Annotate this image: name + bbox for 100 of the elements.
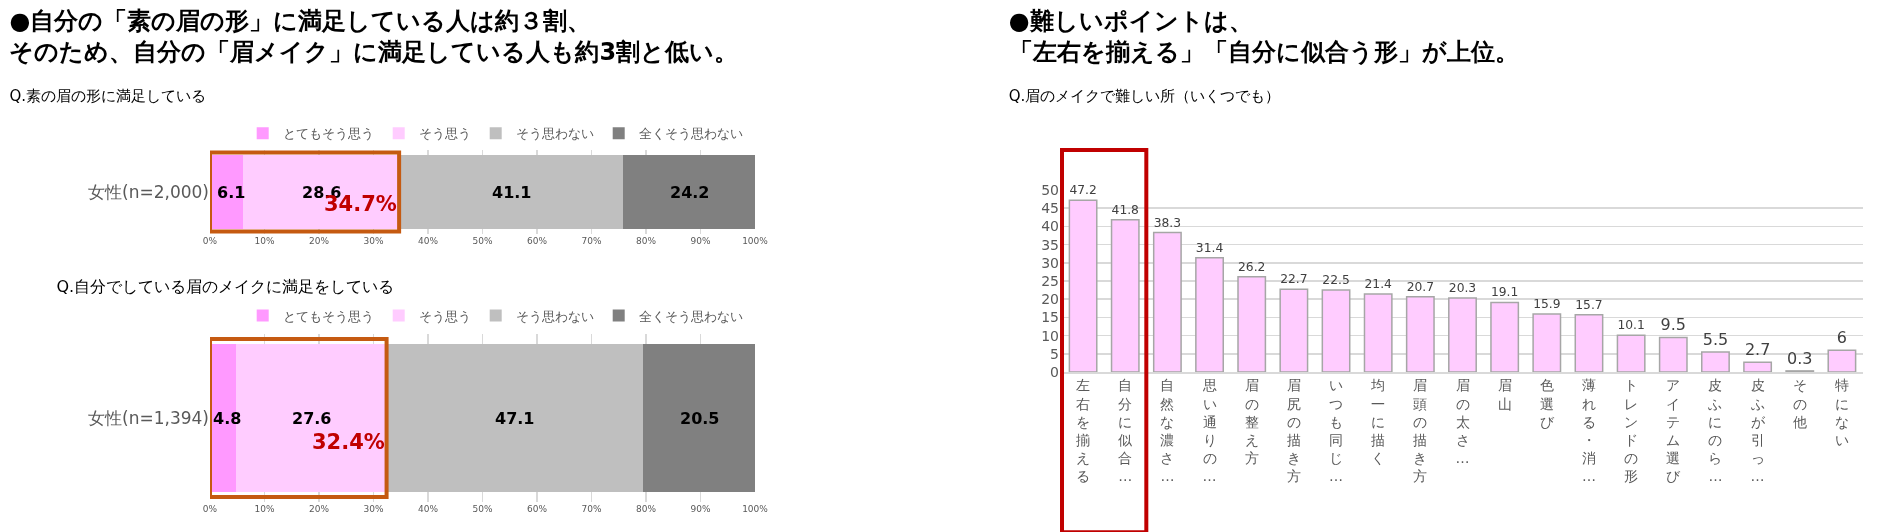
- x-tick-label: 10%: [254, 236, 275, 246]
- x-tick-label: 眉山: [1497, 377, 1512, 412]
- data-label: 20.7: [1406, 279, 1435, 294]
- x-tick-label: 50%: [472, 236, 493, 246]
- bar: [1321, 289, 1351, 372]
- bar: [1363, 293, 1393, 372]
- x-tick-label: 90%: [690, 236, 711, 246]
- x-tick-label: 20%: [308, 236, 330, 246]
- x-tick-label: 左右を揃える: [1076, 377, 1091, 485]
- x-tick-label: いつも同じ…: [1329, 377, 1344, 485]
- bar: [1448, 297, 1477, 372]
- legend-label: とてもそう思う: [282, 126, 374, 142]
- data-label: 5.5: [1702, 329, 1729, 349]
- bar: [1279, 288, 1309, 372]
- x-tick-label: 眉の太さ…: [1455, 377, 1470, 467]
- data-label: 26.2: [1238, 259, 1266, 274]
- data-label: 22.7: [1280, 272, 1308, 287]
- data-label: 21.4: [1364, 277, 1393, 292]
- x-tick-label: 40%: [417, 236, 439, 246]
- x-tick-label: 眉の整え方: [1244, 377, 1259, 467]
- x-tick-label: その他: [1792, 377, 1807, 430]
- x-tick-label: 90%: [690, 504, 711, 514]
- bar: [1110, 219, 1140, 372]
- bar: [1658, 336, 1688, 372]
- x-tick-label: 60%: [526, 236, 548, 246]
- legend-label: 全くそう思わない: [638, 126, 743, 142]
- x-tick-label: 皮ふにのら…: [1707, 377, 1723, 485]
- y-tick-label: 20: [1041, 291, 1059, 308]
- y-tick-label: 女性(n=2,000): [88, 181, 209, 202]
- annotation: 32.4%: [312, 430, 385, 454]
- bar: [1237, 275, 1267, 372]
- data-label: 4.8: [213, 409, 242, 428]
- data-label: 22.5: [1322, 273, 1350, 288]
- y-tick-label: 35: [1041, 236, 1059, 253]
- y-tick-label: 0: [1050, 363, 1059, 380]
- bar: [1701, 351, 1730, 372]
- data-label: 9.5: [1660, 315, 1687, 335]
- x-tick-label: 20%: [308, 504, 330, 514]
- x-tick-label: 色選び: [1539, 377, 1555, 430]
- x-tick-label: 80%: [635, 236, 657, 246]
- x-tick-label: トレンドの形: [1624, 377, 1639, 485]
- data-label: 47.2: [1069, 183, 1097, 198]
- x-tick-label: 特にない: [1834, 377, 1849, 448]
- legend-label: とてもそう思う: [282, 308, 374, 324]
- bar: [1743, 361, 1773, 372]
- x-tick-label: 均一に描く: [1370, 377, 1386, 467]
- x-tick-label: 自分に似合…: [1118, 377, 1133, 485]
- bar: [1532, 313, 1562, 372]
- x-tick-label: 50%: [472, 504, 493, 514]
- x-tick-label: 思い通りの…: [1201, 377, 1217, 485]
- x-tick-label: 10%: [254, 504, 275, 514]
- x-tick-label: 皮ふが引っ…: [1749, 377, 1766, 485]
- y-tick-label: 10: [1041, 327, 1059, 344]
- data-label: 41.8: [1111, 202, 1139, 217]
- data-label: 6.1: [217, 183, 246, 202]
- bar: [1827, 349, 1857, 372]
- chart-title: ●自分の「素の眉の形」に満足している人は約３割、そのため、自分の「眉メイク」に満足している人も約3割と低い。: [9, 6, 739, 66]
- bar: [643, 344, 755, 492]
- data-label: 31.4: [1195, 240, 1224, 255]
- data-label: 10.1: [1617, 318, 1645, 333]
- y-tick-label: 30: [1041, 254, 1059, 271]
- x-tick-label: 自然な濃さ…: [1160, 377, 1175, 485]
- data-label: 6: [1836, 328, 1848, 348]
- x-tick-label: 70%: [581, 236, 602, 246]
- data-label: 15.9: [1533, 297, 1561, 312]
- y-tick-label: 25: [1041, 272, 1059, 289]
- x-tick-label: 眉尻の描き方: [1286, 377, 1301, 485]
- x-tick-label: 80%: [635, 504, 657, 514]
- x-tick-label: 100%: [742, 236, 769, 246]
- x-tick-label: 40%: [417, 504, 439, 514]
- chart-title: ●難しいポイントは、「左右を揃える」「自分に似合う形」が上位。: [1008, 6, 1519, 66]
- x-tick-label: 眉頭の描き方: [1413, 377, 1428, 485]
- x-tick-label: 0%: [202, 236, 218, 246]
- y-tick-label: 40: [1041, 218, 1059, 235]
- bar: [1616, 334, 1646, 372]
- data-label: 27.6: [292, 409, 332, 428]
- bar: [1405, 295, 1435, 372]
- data-label: 47.1: [495, 409, 535, 428]
- x-tick-label: 薄れる・消…: [1581, 377, 1596, 485]
- legend-label: そう思わない: [515, 126, 594, 142]
- bar: [623, 155, 755, 229]
- x-tick-label: 70%: [581, 504, 602, 514]
- x-tick-label: 30%: [363, 504, 384, 514]
- data-label: 24.2: [670, 183, 710, 202]
- data-label: 20.5: [680, 409, 720, 428]
- bar: [1068, 199, 1098, 372]
- data-label: 41.1: [492, 183, 532, 202]
- data-label: 15.7: [1575, 297, 1603, 312]
- legend-label: 全くそう思わない: [638, 308, 743, 324]
- chart-title: Q.自分でしている眉のメイクに満足をしている: [56, 277, 395, 297]
- data-label: 20.3: [1448, 281, 1477, 296]
- data-label: 19.1: [1490, 285, 1519, 300]
- y-tick-label: 15: [1041, 309, 1059, 326]
- legend-label: そう思う: [418, 126, 471, 142]
- x-tick-label: 30%: [363, 236, 384, 246]
- chart-subtitle: Q.素の眉の形に満足している: [9, 86, 206, 105]
- y-tick-label: 女性(n=1,394): [88, 407, 209, 428]
- bar: [1574, 314, 1604, 372]
- x-tick-label: 60%: [526, 504, 548, 514]
- data-label: 0.3: [1787, 348, 1813, 368]
